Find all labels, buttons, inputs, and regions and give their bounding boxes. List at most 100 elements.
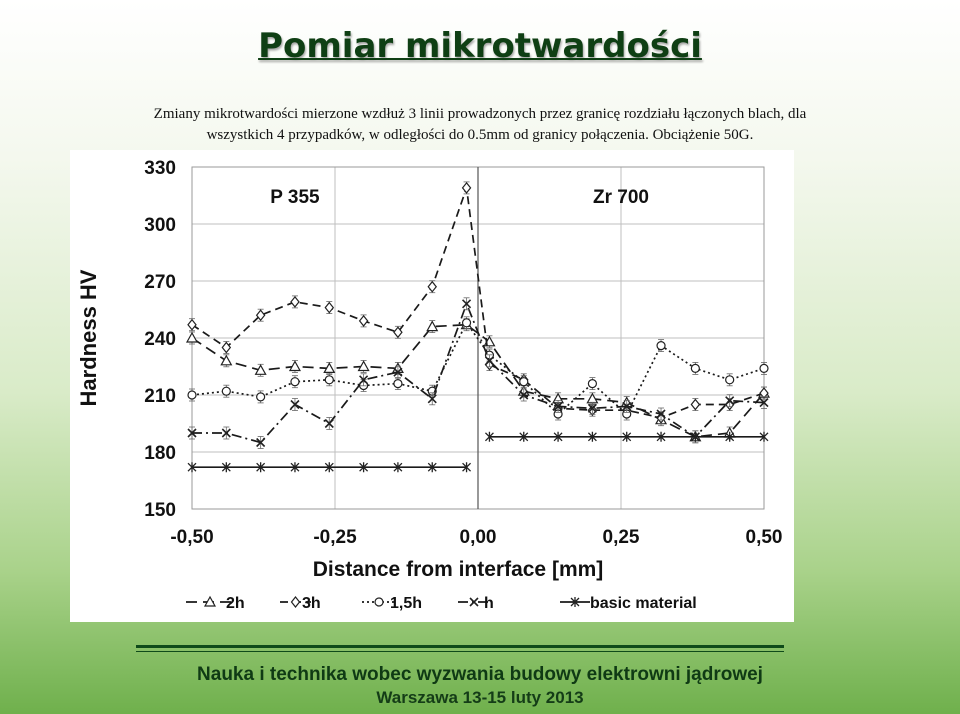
data-point [759, 363, 769, 373]
data-point [393, 379, 403, 389]
data-point [290, 295, 300, 308]
data-point [587, 379, 598, 389]
y-axis-label: Hardness HV [76, 269, 101, 406]
data-point [185, 331, 199, 343]
legend-label: 1,5h [390, 595, 422, 612]
legend-marker [203, 595, 217, 607]
x-tick-label: -0,50 [170, 527, 213, 548]
y-tick-label: 210 [144, 386, 176, 407]
data-point [221, 386, 231, 396]
legend-marker [469, 597, 479, 607]
y-tick-label: 300 [144, 215, 176, 236]
data-point [324, 375, 334, 385]
legend-entry-h: h [458, 595, 494, 612]
x-tick-label: 0,50 [746, 527, 783, 548]
chart-caption: Zmiany mikrotwardości mierzone wzdłuż 3 … [60, 104, 900, 146]
x-tick-label: 0,00 [460, 527, 497, 548]
data-point [462, 462, 472, 473]
data-point [427, 462, 437, 473]
caption-line-2: wszystkich 4 przypadków, w odległości do… [206, 127, 754, 143]
legend-marker [374, 597, 384, 607]
data-point [690, 431, 700, 442]
y-tick-label: 180 [144, 443, 176, 464]
data-point [288, 360, 301, 372]
data-point [656, 409, 666, 419]
data-point [393, 462, 403, 473]
data-point [290, 462, 300, 473]
data-point [759, 431, 769, 442]
y-tick-label: 150 [144, 500, 176, 521]
data-point [324, 418, 334, 429]
data-point [221, 341, 232, 354]
footer-conference-title: Nauka i technika wobec wyzwania budowy e… [197, 664, 763, 685]
data-point [461, 318, 472, 328]
data-point [690, 398, 701, 411]
data-point [187, 428, 197, 438]
data-point [290, 399, 300, 410]
legend-entry-basic-material: basic material [560, 595, 697, 612]
legend-marker [570, 597, 580, 607]
data-point [324, 301, 335, 314]
data-point [690, 363, 700, 373]
legend-label: basic material [590, 595, 697, 612]
data-point [553, 431, 563, 442]
data-point [220, 354, 233, 366]
data-point [427, 394, 437, 404]
footer-location-date: Warszawa 13-15 luty 2013 [376, 688, 584, 707]
slide-title: Pomiar mikrotwardości [258, 26, 702, 66]
data-point [290, 377, 300, 387]
data-point [221, 462, 231, 473]
caption-line-1: Zmiany mikrotwardości mierzone wzdłuż 3 … [153, 106, 807, 122]
data-point [461, 299, 472, 309]
series-1-5h [187, 316, 769, 421]
data-point [359, 462, 369, 473]
annotation-p355: P 355 [270, 187, 320, 208]
data-point [725, 431, 735, 442]
x-tick-label: 0,25 [603, 527, 640, 548]
x-tick-label: -0,25 [313, 527, 357, 548]
data-point [187, 462, 197, 473]
legend-label: 3h [302, 595, 321, 612]
hardness-chart: 150 180 210 240 270 300 330 -0,50 -0,25 0,00 0,25 0… [70, 150, 794, 622]
series-line [191, 323, 765, 438]
data-point [622, 401, 632, 411]
data-point [187, 390, 197, 400]
y-tick-label: 240 [144, 329, 176, 350]
legend-label: h [484, 595, 494, 612]
data-point [484, 356, 495, 366]
data-point [358, 314, 369, 327]
footer-divider [136, 645, 784, 655]
data-point [519, 431, 529, 442]
legend-label: 2h [226, 595, 245, 612]
chart-svg: 150 180 210 240 270 300 330 -0,50 -0,25 0,00 0,25 0… [76, 158, 783, 612]
legend-entry-1-5h: 1,5h [362, 595, 422, 612]
data-point [759, 398, 769, 408]
data-point [221, 428, 231, 438]
data-point [393, 367, 403, 377]
data-point [357, 360, 370, 372]
data-point [256, 462, 266, 473]
legend-marker [290, 596, 301, 608]
data-point [656, 341, 666, 351]
data-point [426, 320, 439, 332]
data-point [393, 326, 403, 339]
data-point [323, 362, 336, 373]
data-point [484, 431, 494, 442]
series-line [191, 187, 765, 419]
y-tick-label: 270 [144, 272, 176, 293]
data-point [255, 309, 266, 322]
series-basic-material [187, 431, 769, 473]
legend-entry-2h: 2h [186, 595, 245, 612]
annotation-zr700: Zr 700 [593, 187, 649, 208]
data-point [587, 403, 597, 413]
data-point [519, 390, 529, 400]
data-point [359, 375, 369, 385]
data-point [256, 437, 266, 448]
series-line [192, 301, 765, 444]
data-point [324, 462, 334, 473]
data-point [519, 377, 529, 387]
data-point [461, 181, 472, 194]
data-point [254, 364, 267, 375]
data-point [187, 318, 197, 331]
data-point [553, 401, 563, 411]
